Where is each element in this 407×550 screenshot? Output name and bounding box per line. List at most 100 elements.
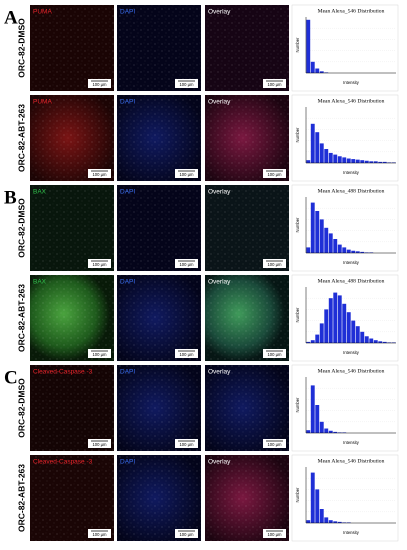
histogram-bar bbox=[369, 161, 374, 163]
scale-box bbox=[88, 259, 111, 268]
histogram-bar bbox=[310, 385, 315, 433]
y-axis-label: Number bbox=[295, 487, 300, 502]
histogram-bar bbox=[333, 521, 338, 523]
histogram-bar bbox=[387, 342, 392, 343]
histogram-bar bbox=[324, 72, 329, 73]
histogram-bar bbox=[342, 522, 347, 523]
scale-box bbox=[175, 79, 198, 88]
scale-label: 100 µm bbox=[179, 532, 194, 537]
scale-box bbox=[88, 439, 111, 448]
histogram-bar bbox=[346, 158, 351, 163]
scale-label: 100 µm bbox=[179, 172, 194, 177]
micrograph-speckle bbox=[117, 455, 201, 541]
micrograph-speckle bbox=[117, 365, 201, 451]
scale-box bbox=[263, 439, 286, 448]
histogram-bar bbox=[324, 428, 329, 433]
histogram-bar bbox=[364, 160, 369, 163]
scale-box bbox=[175, 439, 198, 448]
histogram-bar bbox=[333, 239, 338, 253]
scale-box bbox=[88, 79, 111, 88]
histogram-bar bbox=[382, 341, 387, 343]
histogram-bar bbox=[328, 152, 333, 163]
scale-box bbox=[88, 349, 111, 358]
histogram-bar bbox=[378, 341, 383, 343]
row-label: ORC-82-DMSO bbox=[16, 18, 26, 78]
channel-label: Cleaved-Caspase -3 bbox=[33, 369, 93, 376]
channel-label: Overlay bbox=[208, 99, 231, 106]
histogram-bar bbox=[306, 430, 311, 433]
panel-letter: C bbox=[4, 367, 18, 388]
histogram-bar bbox=[319, 71, 324, 73]
row-label: ORC-82-DMSO bbox=[16, 378, 26, 438]
histogram-bar bbox=[306, 160, 311, 163]
histogram-bar bbox=[310, 472, 315, 523]
histogram-bar bbox=[328, 520, 333, 523]
histogram-bar bbox=[342, 247, 347, 253]
histogram-bar bbox=[315, 334, 320, 343]
scale-label: 100 µm bbox=[267, 82, 282, 87]
histogram-bar bbox=[364, 336, 369, 343]
micrograph-speckle bbox=[117, 275, 201, 361]
histogram-bar bbox=[315, 68, 320, 73]
histogram-bar bbox=[342, 432, 347, 433]
histogram-bar bbox=[306, 247, 311, 253]
channel-label: BAX bbox=[33, 279, 47, 286]
histogram-title: Mean Alexa_546 Distribution bbox=[318, 98, 385, 104]
micrograph-speckle bbox=[205, 5, 289, 91]
histogram-bar bbox=[324, 227, 329, 253]
micrograph-speckle bbox=[205, 185, 289, 271]
histogram-title: Mean Alexa_546 Distribution bbox=[318, 8, 385, 14]
channel-label: PUMA bbox=[33, 99, 52, 106]
x-axis-label: Intensity bbox=[343, 530, 360, 535]
scale-label: 100 µm bbox=[92, 442, 107, 447]
histogram-bar bbox=[315, 405, 320, 433]
histogram-bar bbox=[342, 303, 347, 343]
scale-label: 100 µm bbox=[267, 352, 282, 357]
histogram-bar bbox=[373, 161, 378, 163]
scale-box bbox=[88, 169, 111, 178]
scale-label: 100 µm bbox=[92, 532, 107, 537]
histogram-bar bbox=[315, 211, 320, 253]
micrograph-speckle bbox=[30, 185, 114, 271]
y-axis-label: Number bbox=[295, 217, 300, 232]
histogram-bar bbox=[306, 520, 311, 523]
histogram-bar bbox=[315, 132, 320, 163]
histogram-bar bbox=[310, 340, 315, 343]
scale-box bbox=[88, 529, 111, 538]
channel-label: DAPI bbox=[120, 279, 135, 286]
histogram-bar bbox=[342, 157, 347, 163]
panel-letter: A bbox=[4, 7, 18, 28]
channel-label: DAPI bbox=[120, 99, 135, 106]
scale-box bbox=[263, 529, 286, 538]
row-label: ORC-82-DMSO bbox=[16, 198, 26, 258]
histogram-bar bbox=[333, 292, 338, 343]
histogram-bar bbox=[351, 320, 356, 343]
micrograph-speckle bbox=[117, 185, 201, 271]
x-axis-label: Intensity bbox=[343, 440, 360, 445]
micrograph-speckle bbox=[205, 365, 289, 451]
channel-label: Overlay bbox=[208, 189, 231, 196]
scale-label: 100 µm bbox=[267, 262, 282, 267]
micrograph-speckle bbox=[30, 5, 114, 91]
scale-box bbox=[175, 529, 198, 538]
histogram-title: Mean Alexa_546 Distribution bbox=[318, 458, 385, 464]
channel-label: Overlay bbox=[208, 369, 231, 376]
scale-label: 100 µm bbox=[92, 352, 107, 357]
micrograph-speckle bbox=[30, 365, 114, 451]
panel-letter: B bbox=[4, 187, 17, 208]
scale-box bbox=[263, 349, 286, 358]
histogram-frame bbox=[291, 364, 399, 452]
histogram-bar bbox=[351, 250, 356, 253]
histogram-bar bbox=[306, 341, 311, 343]
histogram-bar bbox=[328, 233, 333, 253]
y-axis-label: Number bbox=[295, 127, 300, 142]
histogram-frame bbox=[291, 94, 399, 182]
scale-label: 100 µm bbox=[267, 532, 282, 537]
histogram-bar bbox=[391, 162, 396, 163]
row-label: ORC-82-ABT-263 bbox=[16, 284, 26, 352]
histogram-bar bbox=[337, 156, 342, 163]
x-axis-label: Intensity bbox=[343, 170, 360, 175]
channel-label: Overlay bbox=[208, 279, 231, 286]
